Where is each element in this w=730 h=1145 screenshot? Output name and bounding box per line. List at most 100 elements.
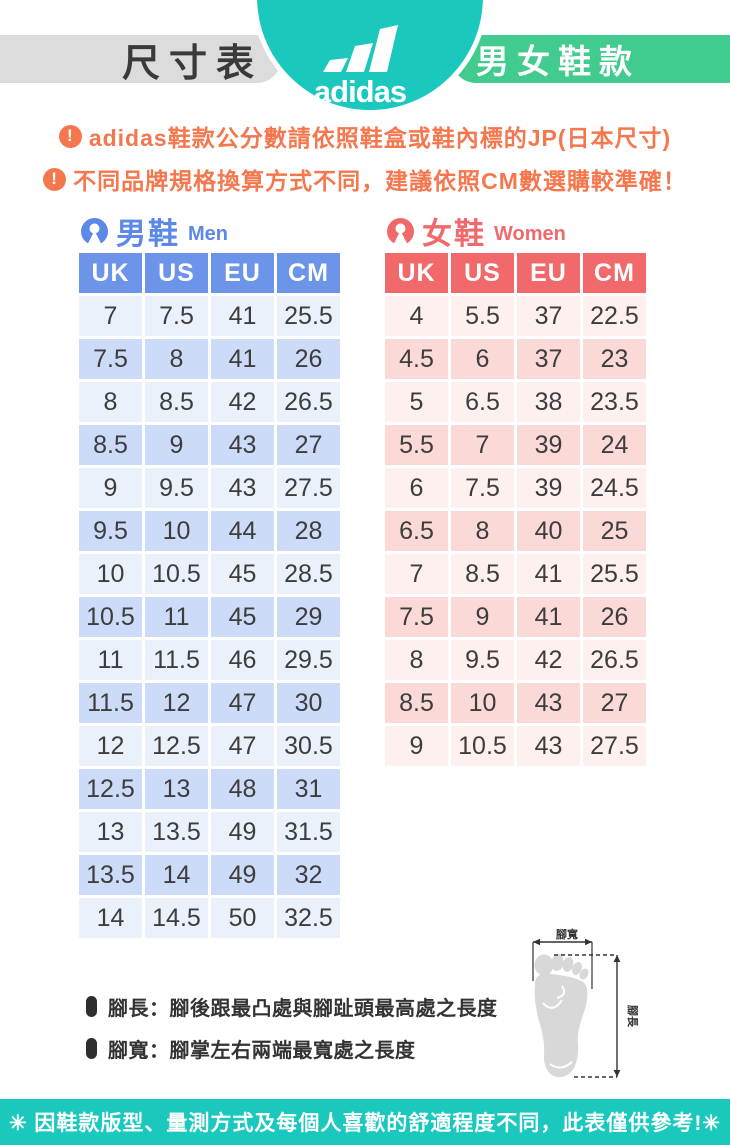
women-size-table: UK US EU CM 4 5.5 37 22.5 4.5 6 37 23 5 6.5 38 23.5 5.5… bbox=[382, 250, 649, 769]
table-row: 6.5 8 40 25 bbox=[385, 511, 646, 551]
size-cell: 10.5 bbox=[145, 554, 208, 594]
size-cell: 45 bbox=[211, 597, 274, 637]
size-cell: 12 bbox=[145, 683, 208, 723]
size-cell: 46 bbox=[211, 640, 274, 680]
size-cell: 10 bbox=[145, 511, 208, 551]
table-row: 14 14.5 50 32.5 bbox=[79, 898, 340, 938]
size-cell: 25 bbox=[583, 511, 646, 551]
column-header: UK bbox=[385, 253, 448, 293]
table-row: 6 7.5 39 24.5 bbox=[385, 468, 646, 508]
size-cell: 47 bbox=[211, 683, 274, 723]
table-row: 11.5 12 47 30 bbox=[79, 683, 340, 723]
foot-length-label: 腳長 bbox=[626, 1005, 640, 1028]
size-cell: 9.5 bbox=[79, 511, 142, 551]
size-cell: 5.5 bbox=[385, 425, 448, 465]
size-cell: 10.5 bbox=[451, 726, 514, 766]
notice-line-2: ! 不同品牌規格換算方式不同，建議依照CM數選購較準確！ bbox=[43, 162, 687, 196]
size-cell: 8 bbox=[79, 382, 142, 422]
men-title-en: Men bbox=[188, 222, 228, 245]
alert-icon: ! bbox=[43, 167, 67, 191]
size-cell: 29.5 bbox=[277, 640, 340, 680]
table-row: 12 12.5 47 30.5 bbox=[79, 726, 340, 766]
size-cell: 10 bbox=[451, 683, 514, 723]
category-label: 男女鞋款 bbox=[476, 43, 640, 80]
notice-block: ! adidas鞋款公分數請依照鞋盒或鞋內標的JP(日本尺寸) ! 不同品牌規格… bbox=[0, 119, 730, 196]
size-cell: 8.5 bbox=[451, 554, 514, 594]
size-cell: 8.5 bbox=[79, 425, 142, 465]
table-row: 9 9.5 43 27.5 bbox=[79, 468, 340, 508]
adidas-logo-icon: adidas bbox=[314, 25, 407, 108]
foot-detail-lines bbox=[542, 985, 573, 1069]
column-header: CM bbox=[277, 253, 340, 293]
size-cell: 14 bbox=[145, 855, 208, 895]
size-cell: 25.5 bbox=[277, 296, 340, 336]
notice-text-2: 不同品牌規格換算方式不同，建議依照CM數選購較準確！ bbox=[73, 168, 687, 194]
size-cell: 11 bbox=[145, 597, 208, 637]
table-body: 4 5.5 37 22.5 4.5 6 37 23 5 6.5 38 23.5 5.5 7 39 24 6 7.5… bbox=[385, 296, 646, 766]
size-cell: 28.5 bbox=[277, 554, 340, 594]
size-cell: 8 bbox=[451, 511, 514, 551]
size-cell: 8.5 bbox=[145, 382, 208, 422]
note-foot-width: 腳寬：腳掌左右兩端最寬處之長度 bbox=[86, 1034, 498, 1063]
size-cell: 11.5 bbox=[79, 683, 142, 723]
size-cell: 41 bbox=[211, 339, 274, 379]
size-cell: 14 bbox=[79, 898, 142, 938]
men-title-zh: 男鞋 bbox=[116, 218, 180, 251]
size-cell: 23 bbox=[583, 339, 646, 379]
foot-measurement-diagram: 腳寬 腳長 bbox=[532, 927, 640, 1078]
size-cell: 42 bbox=[211, 382, 274, 422]
size-chart-title: 尺寸表 bbox=[121, 42, 263, 85]
size-cell: 26 bbox=[583, 597, 646, 637]
size-cell: 47 bbox=[211, 726, 274, 766]
size-cell: 42 bbox=[517, 640, 580, 680]
table-row: 4.5 6 37 23 bbox=[385, 339, 646, 379]
column-header: EU bbox=[517, 253, 580, 293]
size-cell: 41 bbox=[517, 597, 580, 637]
size-cell: 50 bbox=[211, 898, 274, 938]
table-row: 13.5 14 49 32 bbox=[79, 855, 340, 895]
size-cell: 24 bbox=[583, 425, 646, 465]
size-cell: 43 bbox=[211, 425, 274, 465]
size-cell: 9 bbox=[79, 468, 142, 508]
size-cell: 49 bbox=[211, 855, 274, 895]
size-cell: 27 bbox=[277, 425, 340, 465]
table-row: 8 8.5 42 26.5 bbox=[79, 382, 340, 422]
table-row: 12.5 13 48 31 bbox=[79, 769, 340, 809]
men-size-section: 男鞋 Men UK US EU CM 7 7.5 41 25.5 7.5 8 41 26 8 8.5 42… bbox=[79, 212, 343, 941]
size-cell: 11 bbox=[79, 640, 142, 680]
table-row: 7 8.5 41 25.5 bbox=[385, 554, 646, 594]
notice-text-1: adidas鞋款公分數請依照鞋盒或鞋內標的JP(日本尺寸) bbox=[88, 125, 672, 151]
alert-icon: ! bbox=[58, 124, 82, 148]
bullet-icon bbox=[86, 996, 97, 1017]
table-row: 8.5 9 43 27 bbox=[79, 425, 340, 465]
column-header: UK bbox=[79, 253, 142, 293]
size-cell: 7.5 bbox=[79, 339, 142, 379]
size-cell: 30.5 bbox=[277, 726, 340, 766]
size-cell: 13.5 bbox=[145, 812, 208, 852]
table-row: 5.5 7 39 24 bbox=[385, 425, 646, 465]
size-cell: 26.5 bbox=[277, 382, 340, 422]
size-cell: 44 bbox=[211, 511, 274, 551]
size-cell: 4.5 bbox=[385, 339, 448, 379]
size-cell: 5 bbox=[385, 382, 448, 422]
size-cell: 9.5 bbox=[451, 640, 514, 680]
size-cell: 45 bbox=[211, 554, 274, 594]
note-foot-length: 腳長：腳後跟最凸處與腳趾頭最高處之長度 bbox=[86, 992, 498, 1021]
size-cell: 6 bbox=[451, 339, 514, 379]
size-cell: 24.5 bbox=[583, 468, 646, 508]
women-heading: 女鞋 Women bbox=[385, 212, 649, 251]
table-row: 4 5.5 37 22.5 bbox=[385, 296, 646, 336]
column-header: CM bbox=[583, 253, 646, 293]
size-cell: 31.5 bbox=[277, 812, 340, 852]
note-foot-length-text: 腳長：腳後跟最凸處與腳趾頭最高處之長度 bbox=[108, 998, 498, 1020]
size-cell: 9 bbox=[451, 597, 514, 637]
table-header-row: UK US EU CM bbox=[79, 253, 340, 293]
women-title-en: Women bbox=[494, 222, 566, 245]
size-cell: 14.5 bbox=[145, 898, 208, 938]
column-header: EU bbox=[211, 253, 274, 293]
size-cell: 7.5 bbox=[385, 597, 448, 637]
measurement-notes: 腳長：腳後跟最凸處與腳趾頭最高處之長度 腳寬：腳掌左右兩端最寬處之長度 bbox=[86, 992, 498, 1063]
table-row: 13 13.5 49 31.5 bbox=[79, 812, 340, 852]
table-row: 7 7.5 41 25.5 bbox=[79, 296, 340, 336]
column-header: US bbox=[145, 253, 208, 293]
